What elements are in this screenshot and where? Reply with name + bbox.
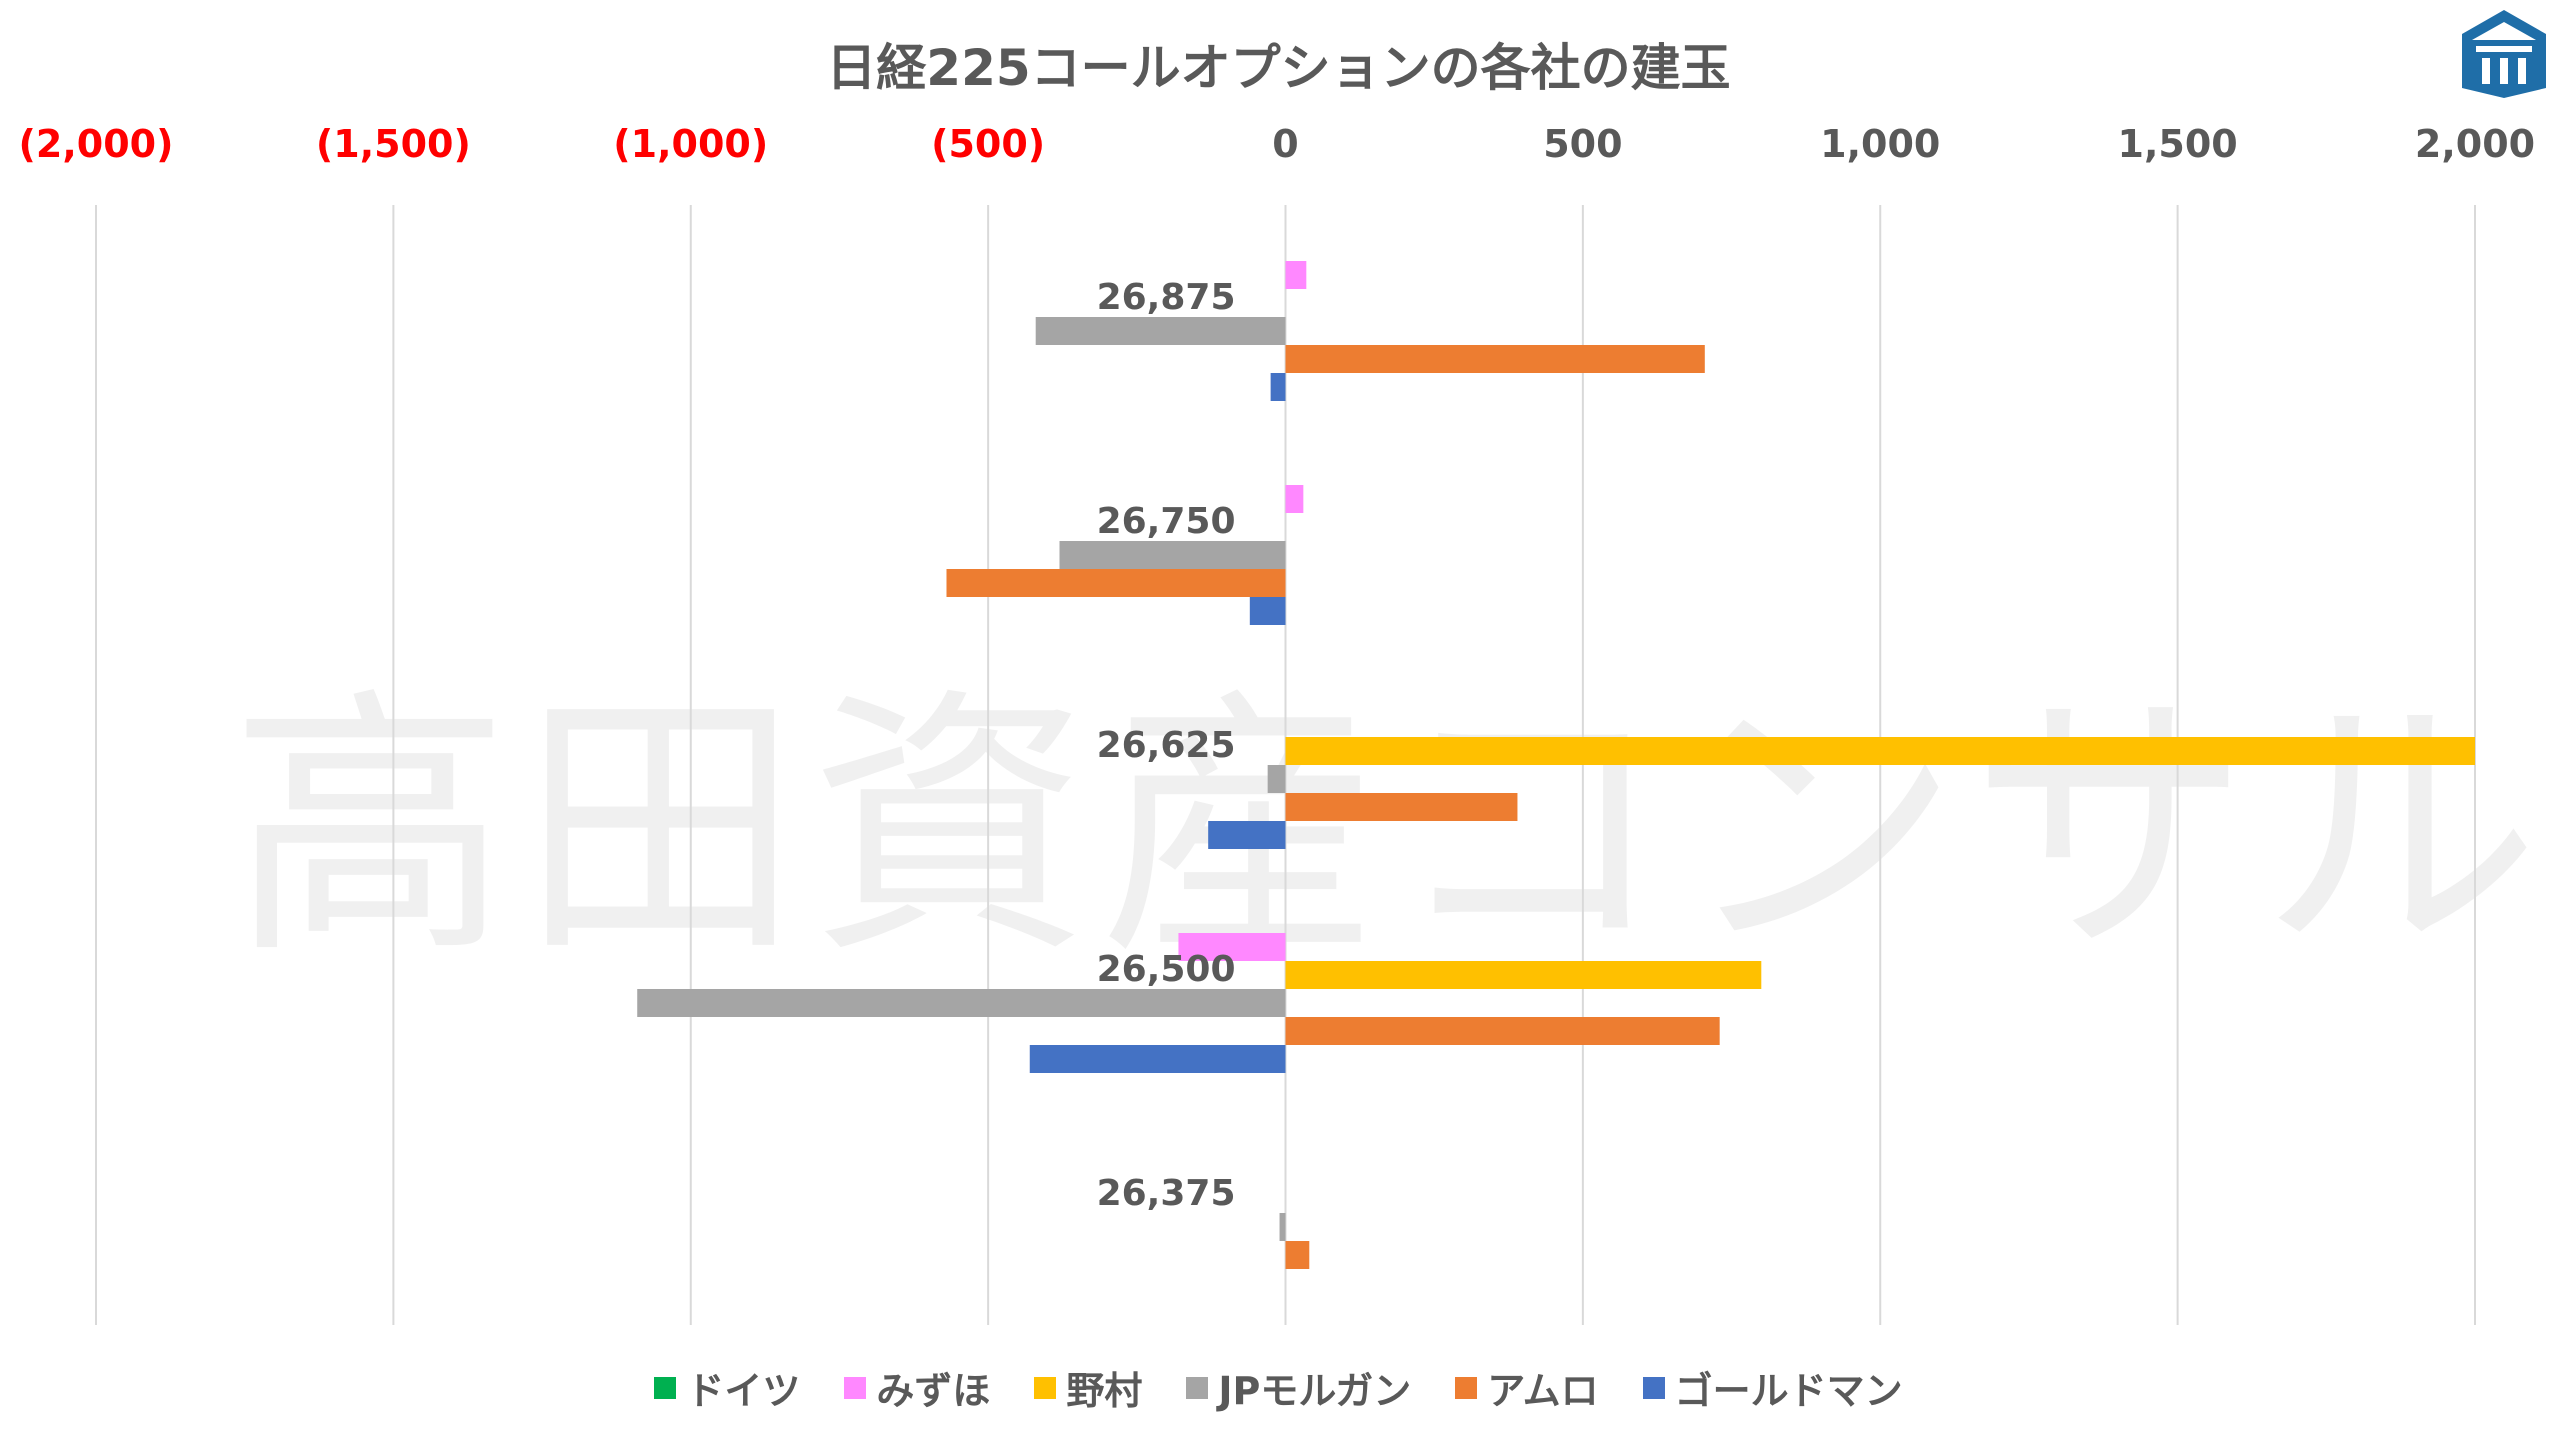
bar [1285,793,1518,821]
legend-swatch [1455,1376,1478,1399]
bar [1285,485,1304,513]
legend-label: ゴールドマン [1674,1369,1903,1413]
category-label: 26,625 [1097,725,1236,766]
x-tick-label: (2,000) [18,122,174,166]
bar [1270,373,1286,401]
x-tick-label: 1,000 [1820,122,1941,166]
bar [1249,597,1286,625]
legend-label: 野村 [1066,1369,1143,1413]
legend-label: アムロ [1487,1369,1599,1413]
bar [1285,961,1762,989]
bar [1059,541,1286,569]
bar [1208,821,1286,849]
watermark: 高田資産コンサル [230,666,2550,992]
legend-swatch [1034,1376,1057,1399]
legend-item: みずほ [844,1360,990,1415]
category-label: 26,750 [1097,501,1236,542]
category-label: 26,375 [1097,1173,1236,1214]
legend-swatch [1186,1376,1209,1399]
legend-swatch [844,1376,867,1399]
legend-item: 野村 [1034,1360,1142,1415]
bar [1267,765,1286,793]
legend-label: みずほ [876,1369,991,1413]
legend: ドイツ みずほ 野村 JPモルガン アムロ ゴールドマン [0,1360,2557,1415]
category-label: 26,875 [1097,277,1236,318]
legend-item: JPモルガン [1186,1360,1411,1415]
chart-title: 日経225コールオプションの各社の建玉 [826,39,1731,97]
legend-item: アムロ [1455,1360,1599,1415]
x-tick-label: (500) [931,122,1046,166]
x-tick-label: (1,000) [613,122,769,166]
bar [1279,1213,1286,1241]
bar [1285,737,2475,765]
legend-label: JPモルガン [1218,1369,1412,1413]
legend-label: ドイツ [686,1369,801,1413]
bar [946,569,1286,597]
bar [1285,345,1705,373]
x-tick-label: 500 [1543,122,1623,166]
bar [1285,261,1307,289]
bar [637,989,1286,1017]
bar [1035,317,1286,345]
category-label: 26,500 [1097,949,1236,990]
bar [1029,1045,1286,1073]
x-tick-label: 1,500 [2117,122,2238,166]
legend-item: ゴールドマン [1642,1360,1903,1415]
bar [1178,933,1286,961]
house-logo-icon [2456,6,2552,102]
x-tick-label: 0 [1272,122,1299,166]
bar [1285,1017,1720,1045]
legend-item: ドイツ [654,1360,800,1415]
legend-swatch [654,1376,677,1399]
legend-swatch [1642,1376,1665,1399]
bar [1285,1241,1310,1269]
x-tick-label: (1,500) [315,122,471,166]
x-tick-label: 2,000 [2414,122,2536,166]
